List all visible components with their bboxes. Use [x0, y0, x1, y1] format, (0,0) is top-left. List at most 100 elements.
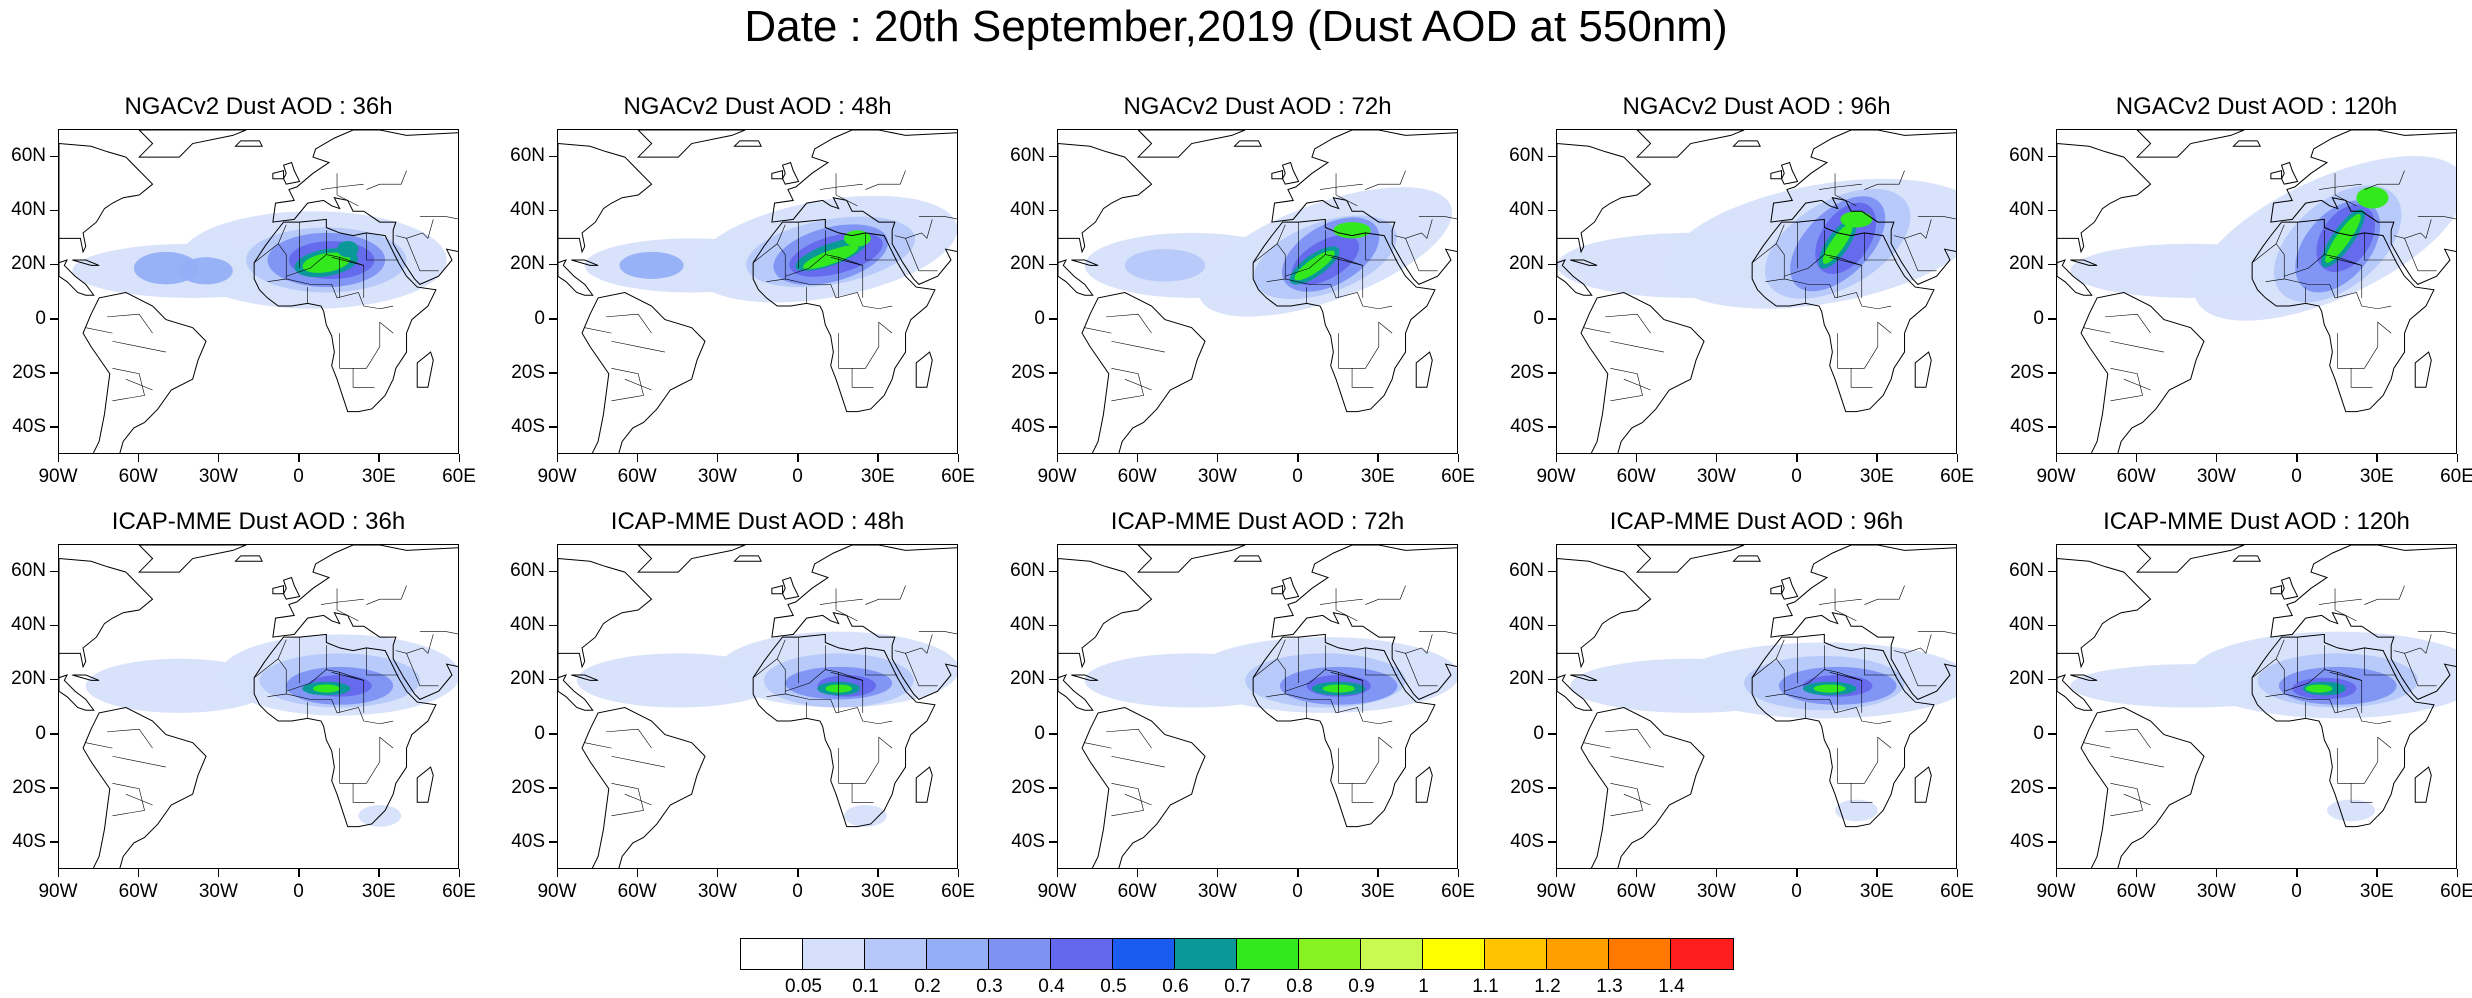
- country-border: [1418, 631, 1457, 635]
- colorbar-label: 1: [1418, 976, 1429, 997]
- aod-contour: [2356, 186, 2389, 209]
- country-border: [1330, 672, 1364, 713]
- country-border: [2364, 585, 2405, 605]
- y-tick-label: 20S: [12, 776, 46, 798]
- colorbar-label: 1.2: [1534, 976, 1561, 997]
- x-tick-label: 60W: [1117, 466, 1157, 487]
- x-tick-mark: [1956, 869, 1958, 877]
- y-tick-mark: [549, 209, 557, 212]
- country-border: [606, 728, 652, 749]
- map-canvas: [59, 130, 458, 453]
- y-tick-label: 40N: [11, 199, 46, 221]
- y-tick-mark: [1049, 318, 1057, 320]
- coastline: [2136, 545, 2245, 573]
- y-tick-label: 20N: [1010, 668, 1045, 690]
- country-border: [830, 672, 864, 713]
- coastline: [1770, 545, 1956, 700]
- dust-aod-map: [557, 129, 958, 454]
- y-tick-label: 40S: [511, 830, 545, 852]
- coastline: [272, 584, 285, 595]
- x-tick-label: 90W: [537, 466, 577, 487]
- coastline: [1914, 351, 1932, 388]
- y-tick-label: 60N: [2009, 145, 2044, 167]
- x-tick-label: 30E: [2359, 881, 2394, 902]
- x-tick-mark: [1297, 869, 1299, 877]
- colorbar-label: 0.7: [1224, 976, 1251, 997]
- x-tick-label: 60E: [2440, 881, 2472, 902]
- colorbar-label: 0.1: [852, 976, 879, 997]
- y-tick-mark: [50, 426, 58, 428]
- colorbar-label: 0.3: [976, 976, 1003, 997]
- colorbar-label: 0.6: [1162, 976, 1189, 997]
- country-border: [1824, 254, 1862, 266]
- country-border: [395, 634, 434, 654]
- panel-title: ICAP-MME Dust AOD : 48h: [610, 508, 905, 535]
- y-tick-mark: [1548, 263, 1556, 266]
- country-border: [1405, 653, 1438, 687]
- country-border: [2364, 647, 2397, 676]
- coastline: [2080, 291, 2205, 453]
- country-border: [253, 224, 287, 263]
- country-border: [1111, 755, 1165, 768]
- y-tick-label: 60N: [1509, 560, 1544, 582]
- country-border: [125, 793, 153, 806]
- aod-contour: [802, 245, 859, 270]
- y-tick-mark: [549, 426, 557, 428]
- y-tick-mark: [1548, 209, 1556, 212]
- country-border: [819, 598, 863, 605]
- y-tick-label: 60N: [1010, 145, 1045, 167]
- country-border: [1784, 645, 1825, 692]
- country-border: [1106, 313, 1152, 334]
- y-tick-mark: [1548, 155, 1556, 158]
- y-tick-label: 40N: [1010, 614, 1045, 636]
- y-tick-label: 20N: [11, 668, 46, 690]
- x-tick-label: 30W: [2196, 466, 2236, 487]
- coastline: [1770, 130, 1956, 285]
- coastline: [82, 291, 207, 453]
- y-tick-mark: [2048, 318, 2056, 320]
- y-tick-label: 0: [2033, 307, 2044, 329]
- x-tick-label: 30E: [1859, 881, 1894, 902]
- country-border: [320, 183, 364, 190]
- y-tick-mark: [2048, 263, 2056, 266]
- country-border: [112, 340, 166, 353]
- aod-contour: [2327, 799, 2376, 822]
- panel-title: ICAP-MME Dust AOD : 120h: [2103, 508, 2410, 535]
- country-border: [406, 653, 439, 687]
- y-tick-mark: [2048, 787, 2056, 789]
- colorbar-swatch: [1051, 939, 1113, 969]
- country-border: [2324, 254, 2362, 266]
- x-tick-label: 60E: [941, 881, 975, 902]
- coastline: [1137, 545, 1246, 573]
- x-tick-label: 60W: [118, 466, 158, 487]
- country-border: [835, 173, 858, 207]
- y-tick-mark: [1548, 733, 1556, 735]
- country-border: [1765, 658, 1785, 697]
- coastline: [771, 130, 957, 285]
- country-border: [2123, 378, 2151, 391]
- dust-aod-map: [1057, 544, 1458, 869]
- country-border: [1285, 693, 1393, 725]
- country-border: [339, 321, 394, 369]
- x-tick-mark: [217, 454, 220, 462]
- colorbar-swatch: [1237, 939, 1299, 969]
- x-tick-mark: [1956, 454, 1958, 462]
- aod-contour: [312, 684, 340, 693]
- y-tick-mark: [1548, 841, 1556, 843]
- country-border: [1864, 647, 1897, 676]
- aod-contour: [337, 241, 359, 258]
- country-border: [2329, 672, 2363, 713]
- country-border: [395, 219, 434, 239]
- country-border: [107, 728, 153, 749]
- country-border: [331, 257, 365, 298]
- coastline: [416, 766, 434, 803]
- country-border: [1111, 783, 1144, 817]
- country-border: [1285, 230, 1326, 277]
- country-border: [1829, 672, 1863, 713]
- y-tick-mark: [50, 841, 58, 843]
- x-tick-mark: [2135, 454, 2138, 462]
- x-tick-label: 60E: [442, 466, 476, 487]
- x-tick-label: 60E: [1940, 466, 1974, 487]
- country-border: [125, 378, 153, 391]
- coastline: [2280, 576, 2299, 600]
